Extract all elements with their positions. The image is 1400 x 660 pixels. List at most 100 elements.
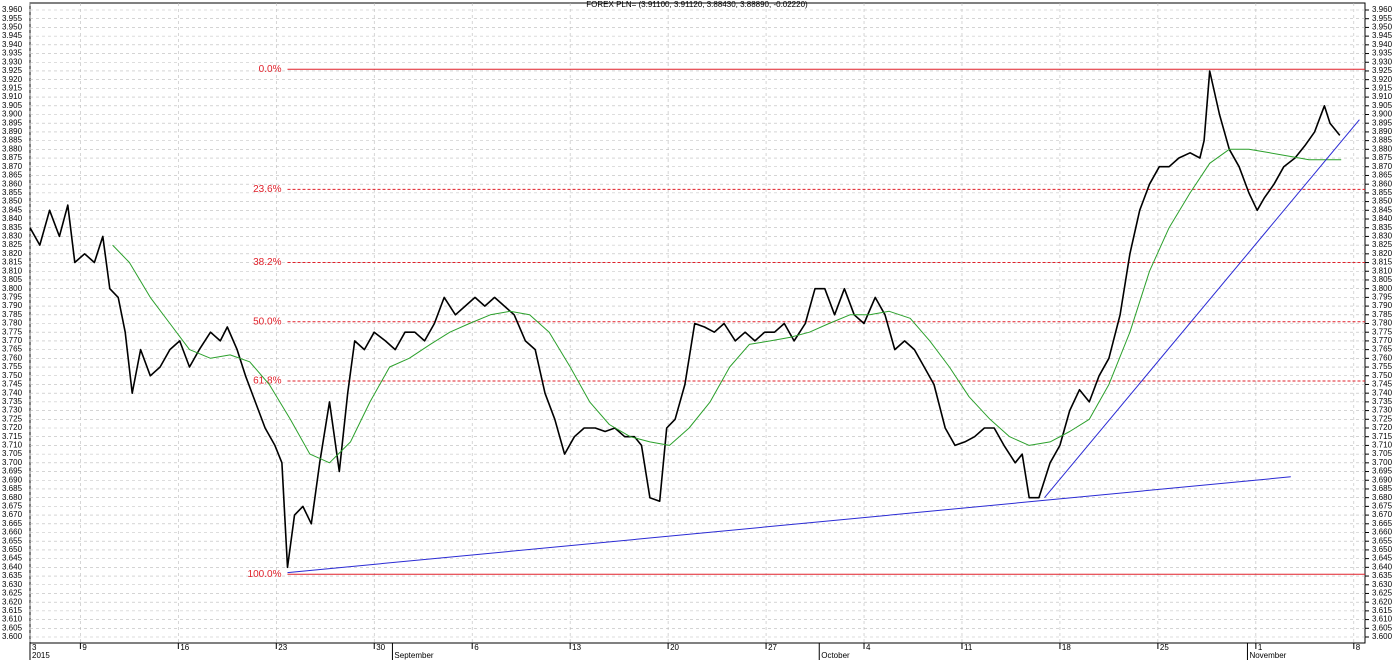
x-tick-label: 30 [376,643,385,652]
y2-tick-label: 3.660 [1372,528,1393,537]
y-tick-label: 3.800 [2,284,23,293]
y2-tick-label: 3.725 [1372,414,1393,423]
y-tick-label: 3.605 [2,623,23,632]
y2-tick-label: 3.900 [1372,110,1393,119]
month-label: October [821,651,850,660]
y2-tick-label: 3.815 [1372,258,1393,267]
fib-label: 50.0% [253,316,281,327]
y-tick-label: 3.720 [2,423,23,432]
y2-tick-label: 3.885 [1372,136,1393,145]
y-tick-label: 3.670 [2,510,23,519]
month-label: November [1249,651,1286,660]
y2-tick-label: 3.935 [1372,49,1393,58]
price-line [29,70,1341,569]
y2-tick-label: 3.640 [1372,562,1393,571]
x-tick-label: 1 [1258,643,1263,652]
y2-tick-label: 3.635 [1372,571,1393,580]
y2-tick-label: 3.720 [1372,423,1393,432]
y-tick-label: 3.795 [2,292,23,301]
y-tick-label: 3.930 [2,57,23,66]
y-tick-label: 3.745 [2,380,23,389]
x-tick-label: 23 [278,643,287,652]
y2-tick-label: 3.955 [1372,14,1393,23]
y-tick-label: 3.775 [2,327,23,336]
fib-label: 0.0% [259,64,282,75]
y-tick-label: 3.760 [2,353,23,362]
y-tick-label: 3.710 [2,441,23,450]
y2-tick-label: 3.650 [1372,545,1393,554]
y2-tick-label: 3.930 [1372,57,1393,66]
y-tick-label: 3.825 [2,240,23,249]
y-tick-label: 3.810 [2,266,23,275]
y-tick-label: 3.820 [2,249,23,258]
y2-tick-label: 3.865 [1372,171,1393,180]
x-tick-label: 18 [1062,643,1071,652]
y2-tick-label: 3.790 [1372,301,1393,310]
y-tick-label: 3.730 [2,406,23,415]
y-tick-label: 3.860 [2,179,23,188]
y2-tick-label: 3.705 [1372,449,1393,458]
y-tick-label: 3.840 [2,214,23,223]
y-tick-label: 3.885 [2,136,23,145]
y2-tick-label: 3.855 [1372,188,1393,197]
y-tick-label: 3.900 [2,110,23,119]
x-tick-label: 3 [32,643,37,652]
y2-tick-label: 3.715 [1372,432,1393,441]
y2-tick-label: 3.755 [1372,362,1393,371]
y2-tick-label: 3.825 [1372,240,1393,249]
y2-tick-label: 3.785 [1372,310,1393,319]
y-tick-label: 3.690 [2,475,23,484]
y2-tick-label: 3.820 [1372,249,1393,258]
y-tick-label: 3.640 [2,562,23,571]
y-tick-label: 3.785 [2,310,23,319]
price-line [1044,119,1360,499]
y2-tick-label: 3.610 [1372,615,1393,624]
x-tick-label: 8 [1356,643,1361,652]
y-tick-label: 3.945 [2,31,23,40]
x-tick-label: 25 [1160,643,1169,652]
y2-tick-label: 3.710 [1372,441,1393,450]
y-tick-label: 3.955 [2,14,23,23]
y-tick-label: 3.630 [2,580,23,589]
y2-tick-label: 3.670 [1372,510,1393,519]
y-tick-label: 3.935 [2,49,23,58]
y-tick-label: 3.855 [2,188,23,197]
y-tick-label: 3.635 [2,571,23,580]
y-tick-label: 3.880 [2,144,23,153]
y-tick-label: 3.700 [2,458,23,467]
y-tick-label: 3.660 [2,528,23,537]
y-tick-label: 3.790 [2,301,23,310]
price-line [287,476,1291,574]
y2-tick-label: 3.680 [1372,493,1393,502]
y-tick-label: 3.680 [2,493,23,502]
y-tick-label: 3.875 [2,153,23,162]
y-tick-label: 3.830 [2,232,23,241]
y2-tick-label: 3.940 [1372,40,1393,49]
y-tick-label: 3.620 [2,597,23,606]
y-tick-label: 3.960 [2,5,23,14]
x-tick-label: 16 [180,643,189,652]
y2-tick-label: 3.870 [1372,162,1393,171]
x-tick-label: 20 [670,643,679,652]
y-tick-label: 3.905 [2,101,23,110]
y-tick-label: 3.950 [2,23,23,32]
y2-tick-label: 3.765 [1372,345,1393,354]
y-tick-label: 3.705 [2,449,23,458]
y2-tick-label: 3.770 [1372,336,1393,345]
y-tick-label: 3.610 [2,615,23,624]
y2-tick-label: 3.880 [1372,144,1393,153]
y-tick-label: 3.870 [2,162,23,171]
y2-tick-label: 3.910 [1372,92,1393,101]
y-tick-label: 3.625 [2,589,23,598]
y2-tick-label: 3.760 [1372,353,1393,362]
y2-tick-label: 3.685 [1372,484,1393,493]
y2-tick-label: 3.895 [1372,118,1393,127]
y-tick-label: 3.925 [2,66,23,75]
y2-tick-label: 3.800 [1372,284,1393,293]
y-tick-label: 3.940 [2,40,23,49]
x-tick-label: 9 [82,643,87,652]
fib-label: 23.6% [253,184,281,195]
y2-tick-label: 3.845 [1372,205,1393,214]
y2-tick-label: 3.830 [1372,232,1393,241]
